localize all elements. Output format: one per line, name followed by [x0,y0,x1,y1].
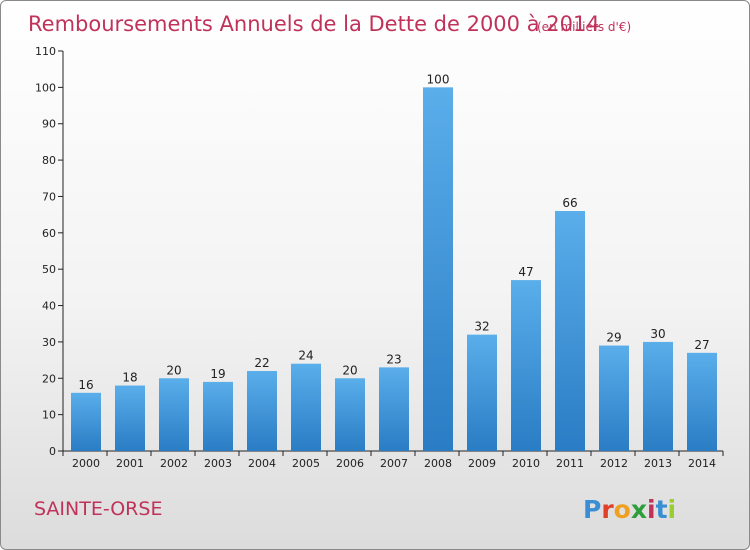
x-tick-label: 2002 [160,457,188,470]
data-label-2000: 16 [78,378,93,392]
logo-letter: r [601,495,614,524]
bar-2006 [335,378,365,451]
data-label-2012: 29 [606,331,621,345]
x-tick-label: 2007 [380,457,408,470]
commune-name: SAINTE-ORSE [34,498,162,520]
data-label-2006: 20 [342,363,357,377]
y-tick-label: 20 [42,372,56,385]
y-tick-label: 100 [35,81,56,94]
logo-letter: x [631,495,647,524]
y-tick-label: 0 [49,445,56,458]
bar-2012 [599,345,629,451]
logo-letter: P [583,495,601,524]
bar-2009 [467,334,497,451]
y-tick-label: 30 [42,336,56,349]
logo-letter: o [614,495,631,524]
x-tick-label: 2010 [512,457,540,470]
bar-2004 [247,371,277,451]
y-tick-label: 60 [42,227,56,240]
bar-2014 [687,352,717,451]
data-label-2002: 20 [166,363,181,377]
logo-letter: i [647,495,656,524]
bar-2005 [291,363,321,451]
data-label-2013: 30 [650,327,665,341]
data-label-2008: 100 [427,72,450,86]
y-tick-label: 70 [42,190,56,203]
y-tick-label: 50 [42,263,56,276]
bar-2001 [115,385,145,451]
x-tick-label: 2005 [292,457,320,470]
logo-letter: i [668,495,677,524]
bar-2002 [159,378,189,451]
bar-2008 [423,87,453,451]
data-label-2004: 22 [254,356,269,370]
data-label-2003: 19 [210,367,225,381]
bar-2000 [71,392,101,451]
data-label-2009: 32 [474,320,489,334]
x-tick-label: 2001 [116,457,144,470]
y-tick-label: 80 [42,154,56,167]
x-tick-label: 2012 [600,457,628,470]
y-tick-label: 10 [42,409,56,422]
bar-2013 [643,341,673,451]
x-tick-label: 2014 [688,457,716,470]
x-tick-label: 2011 [556,457,584,470]
data-label-2005: 24 [298,349,313,363]
bars: 16 18 20 19 22 24 20 23 100 32 47 66 29 30 27 [71,72,717,451]
bar-2007 [379,367,409,451]
bar-2011 [555,211,585,451]
logo-letter: t [656,495,668,524]
y-tick-label: 90 [42,118,56,131]
bar-2003 [203,381,233,451]
y-tick-label: 110 [35,45,56,58]
x-tick-label: 2009 [468,457,496,470]
chart-unit: (en milliers d'€) [537,20,631,34]
x-tick-label: 2003 [204,457,232,470]
y-tick-label: 40 [42,300,56,313]
x-tick-label: 2008 [424,457,452,470]
chart-title: Remboursements Annuels de la Dette de 20… [28,12,600,36]
data-label-2001: 18 [122,371,137,385]
data-label-2014: 27 [694,338,709,352]
x-tick-label: 2000 [72,457,100,470]
axes: 0 10 20 30 40 50 60 70 80 90 100 110 2000 2001 2002 200… [35,45,724,470]
bar-2010 [511,280,541,451]
x-tick-label: 2013 [644,457,672,470]
proxiti-logo: Proxiti [583,495,676,524]
x-tick-label: 2004 [248,457,276,470]
data-label-2007: 23 [386,352,401,366]
data-label-2011: 66 [562,196,577,210]
x-tick-label: 2006 [336,457,364,470]
data-label-2010: 47 [518,265,533,279]
